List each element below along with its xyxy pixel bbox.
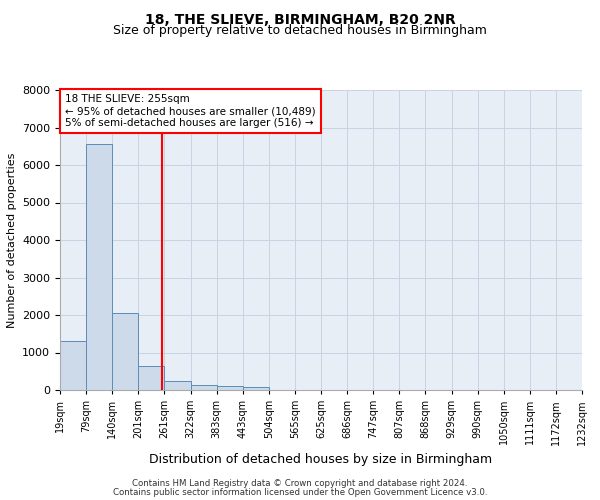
Bar xyxy=(60,341,86,390)
Bar xyxy=(112,313,139,390)
Bar xyxy=(243,387,269,390)
Bar xyxy=(164,380,191,390)
Y-axis label: Number of detached properties: Number of detached properties xyxy=(7,152,17,328)
Text: Contains HM Land Registry data © Crown copyright and database right 2024.: Contains HM Land Registry data © Crown c… xyxy=(132,478,468,488)
Text: Contains public sector information licensed under the Open Government Licence v3: Contains public sector information licen… xyxy=(113,488,487,497)
Text: 18 THE SLIEVE: 255sqm
← 95% of detached houses are smaller (10,489)
5% of semi-d: 18 THE SLIEVE: 255sqm ← 95% of detached … xyxy=(65,94,316,128)
Bar xyxy=(86,144,112,390)
X-axis label: Distribution of detached houses by size in Birmingham: Distribution of detached houses by size … xyxy=(149,453,493,466)
Text: Size of property relative to detached houses in Birmingham: Size of property relative to detached ho… xyxy=(113,24,487,37)
Bar xyxy=(217,386,243,390)
Text: 18, THE SLIEVE, BIRMINGHAM, B20 2NR: 18, THE SLIEVE, BIRMINGHAM, B20 2NR xyxy=(145,12,455,26)
Bar xyxy=(191,385,217,390)
Bar xyxy=(139,366,164,390)
